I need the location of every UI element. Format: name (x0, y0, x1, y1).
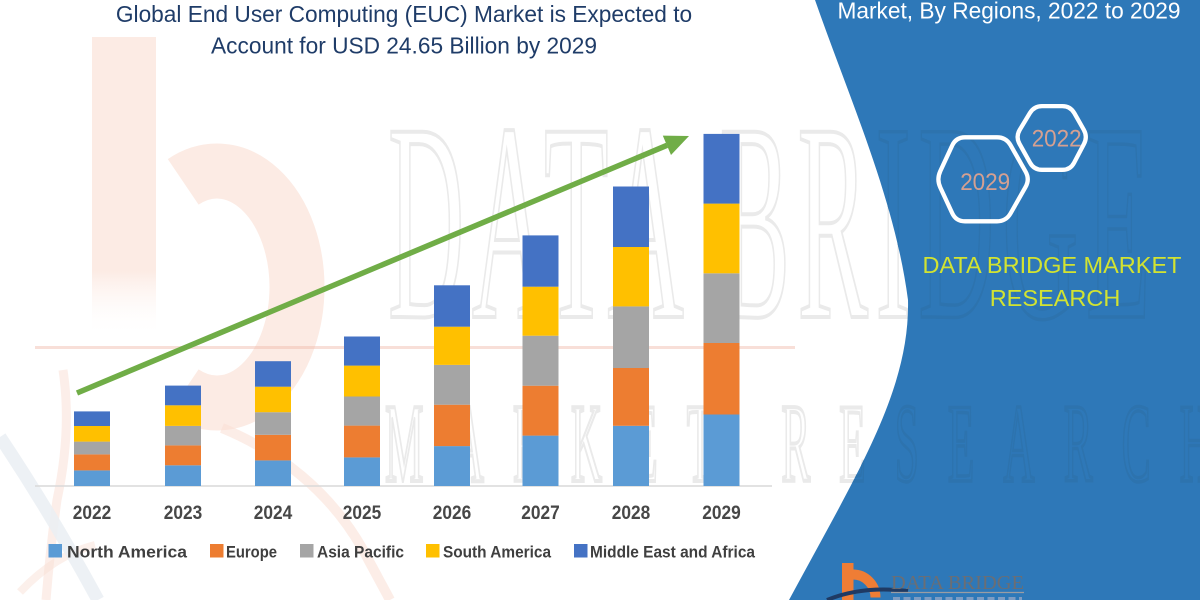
svg-text:2028: 2028 (612, 503, 651, 524)
svg-text:2025: 2025 (343, 503, 382, 524)
svg-text:DATA BRIDGE: DATA BRIDGE (891, 572, 1024, 594)
svg-text:2027: 2027 (521, 503, 560, 524)
svg-text:Middle East and Africa: Middle East and Africa (590, 543, 755, 562)
svg-text:2026: 2026 (433, 503, 472, 524)
svg-text:Market, By Regions, 2022 to 20: Market, By Regions, 2022 to 2029 (837, 0, 1180, 24)
svg-text:North America: North America (67, 543, 188, 562)
svg-text:Asia Pacific: Asia Pacific (317, 543, 404, 562)
svg-text:2024: 2024 (254, 503, 293, 524)
svg-text:2022: 2022 (1032, 126, 1082, 153)
svg-text:2022: 2022 (73, 503, 112, 524)
svg-text:2029: 2029 (702, 503, 741, 524)
svg-text:2029: 2029 (960, 169, 1010, 196)
svg-text:DATA BRIDGE MARKET: DATA BRIDGE MARKET (923, 252, 1182, 278)
svg-text:Europe: Europe (226, 543, 277, 562)
svg-text:Global End User Computing (EUC: Global End User Computing (EUC) Market i… (116, 1, 692, 27)
svg-text:RESEARCH: RESEARCH (990, 285, 1121, 311)
svg-text:Account for USD 24.65 Billion: Account for USD 24.65 Billion by 2029 (211, 33, 597, 59)
svg-text:2023: 2023 (164, 503, 203, 524)
svg-text:South America: South America (443, 543, 551, 562)
